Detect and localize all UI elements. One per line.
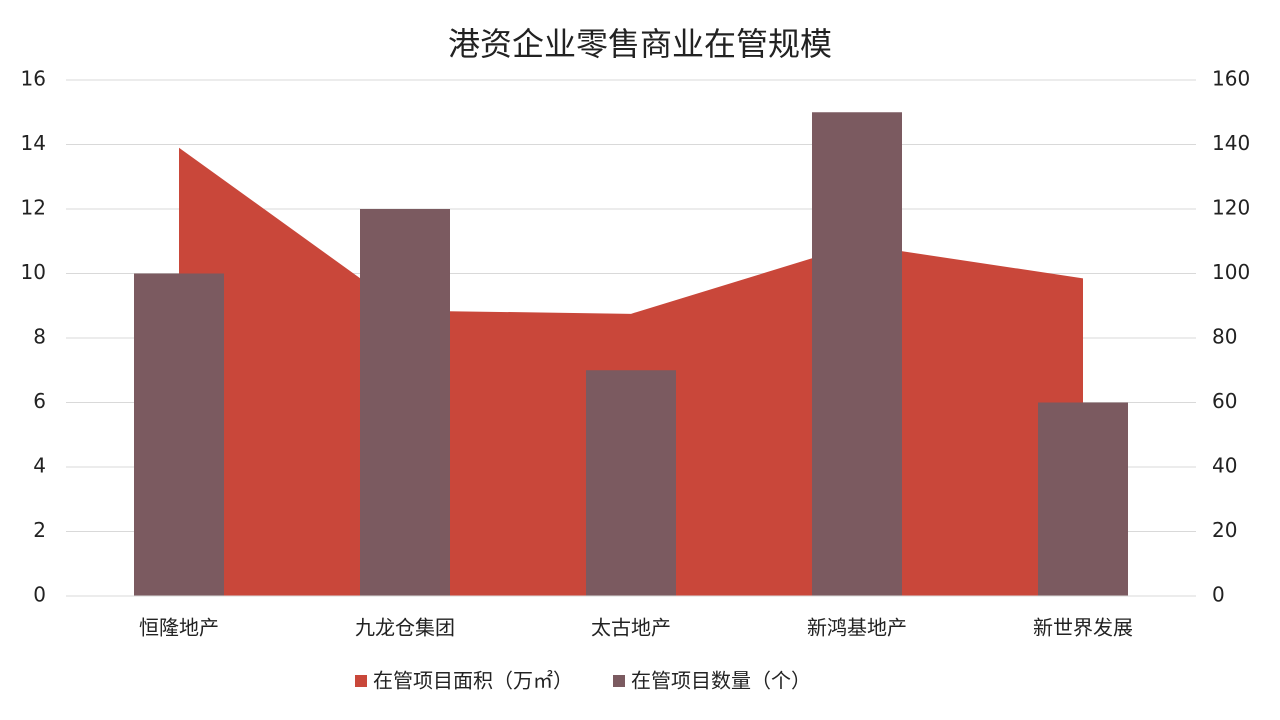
legend-swatch [613,675,625,687]
y2-tick-label: 80 [1212,325,1237,349]
bar [586,370,676,596]
y2-tick-label: 20 [1212,518,1237,542]
x-tick-label: 恒隆地产 [139,616,219,640]
y2-tick-label: 0 [1212,583,1225,607]
x-tick-label: 新鸿基地产 [807,616,907,640]
legend-swatch [355,675,367,687]
y-tick-label: 12 [21,196,46,220]
y2-tick-label: 160 [1212,67,1250,91]
legend-label: 在管项目面积（万㎡） [373,669,573,693]
x-tick-label: 九龙仓集团 [355,616,455,640]
bar [1038,402,1128,596]
y-tick-label: 14 [21,131,46,155]
y-tick-label: 10 [21,260,46,284]
y2-tick-label: 120 [1212,196,1250,220]
y2-tick-label: 140 [1212,131,1250,155]
bar [360,209,450,596]
legend-label: 在管项目数量（个） [631,669,811,693]
y-tick-label: 0 [33,583,46,607]
bar [134,273,224,596]
x-tick-label: 新世界发展 [1033,616,1133,640]
y2-tick-label: 40 [1212,454,1237,478]
chart-title: 港资企业零售商业在管规模 [448,25,832,63]
y2-tick-label: 60 [1212,389,1237,413]
y-tick-label: 2 [33,518,46,542]
y-tick-label: 16 [21,67,46,91]
bar [812,112,902,596]
y-tick-label: 4 [33,454,46,478]
y-tick-label: 6 [33,389,46,413]
y2-tick-label: 100 [1212,260,1250,284]
y-tick-label: 8 [33,325,46,349]
x-tick-label: 太古地产 [591,616,671,640]
